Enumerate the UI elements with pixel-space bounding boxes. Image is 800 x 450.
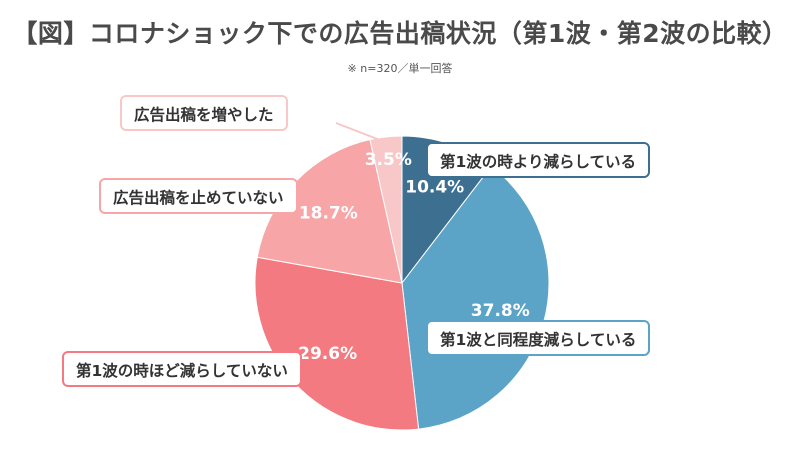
leader-line [335, 122, 387, 144]
slice-callout-label: 広告出稿を増やした [120, 95, 288, 131]
slice-callout-label: 第1波と同程度減らしている [426, 320, 651, 356]
slice-callout-label: 広告出稿を止めていない [99, 178, 298, 214]
pie-slice [369, 135, 403, 284]
chart-title: 【図】コロナショック下での広告出稿状況（第1波・第2波の比較） [12, 19, 788, 48]
sample-note: ※ n=320／単一回答 [347, 62, 453, 75]
slice-percent-label: 37.8% [471, 301, 530, 321]
slice-percent-label: 3.5% [365, 150, 412, 170]
slice-callout-label: 第1波の時ほど減らしていない [62, 351, 302, 387]
slice-callout-label: 第1波の時より減らしている [426, 142, 651, 178]
slice-percent-label: 10.4% [405, 177, 464, 197]
slice-percent-label: 18.7% [299, 203, 358, 223]
slice-percent-label: 29.6% [298, 344, 357, 364]
